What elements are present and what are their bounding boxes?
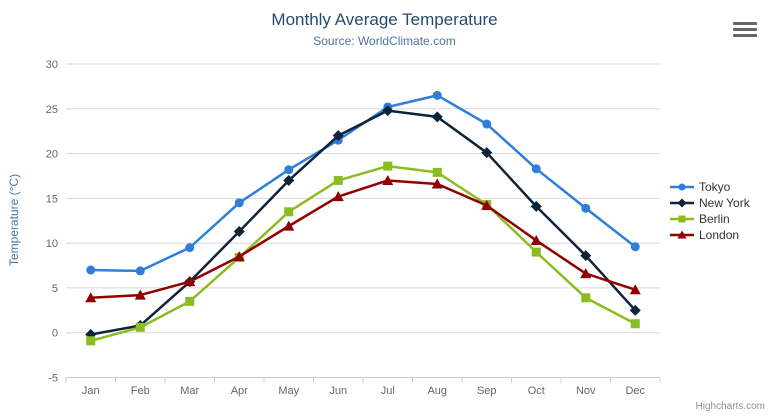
series-line-new-york[interactable]	[89, 109, 637, 336]
data-point-tokyo-oct[interactable]	[531, 164, 541, 174]
data-point-new-york-dec[interactable]	[629, 304, 641, 316]
hamburger-bar	[733, 28, 757, 31]
data-point-tokyo-jan[interactable]	[86, 265, 96, 275]
x-axis-label: Aug	[427, 385, 447, 397]
data-point-tokyo-mar[interactable]	[185, 243, 195, 253]
data-point-london-may[interactable]	[283, 220, 295, 231]
data-point-berlin-dec[interactable]	[630, 319, 640, 329]
x-axis-label: Jan	[82, 385, 100, 397]
y-axis-label: 25	[46, 104, 58, 116]
data-point-tokyo-nov[interactable]	[581, 203, 591, 213]
legend-symbol-square-icon	[670, 215, 694, 223]
legend-item-new-york[interactable]: New York	[670, 195, 750, 211]
legend-label: Berlin	[699, 212, 730, 226]
credits-link[interactable]: Highcharts.com	[695, 401, 765, 412]
legend-marker	[677, 198, 687, 208]
x-axis-label: Oct	[528, 385, 545, 397]
legend-label: London	[699, 228, 740, 242]
legend-item-tokyo[interactable]: Tokyo	[670, 179, 750, 195]
hamburger-icon[interactable]	[733, 21, 757, 38]
legend-symbol-circle-icon	[670, 183, 694, 191]
legend-label: Tokyo	[699, 180, 731, 194]
data-point-london-feb[interactable]	[134, 289, 146, 300]
data-point-new-york-jul[interactable]	[382, 105, 394, 117]
legend-label: New York	[699, 196, 750, 210]
data-point-berlin-oct[interactable]	[531, 247, 541, 257]
data-point-new-york-nov[interactable]	[580, 250, 592, 262]
data-point-new-york-jun[interactable]	[332, 130, 344, 142]
legend-item-london[interactable]: London	[670, 227, 750, 243]
legend-marker	[678, 215, 686, 223]
x-axis-label: Jun	[329, 385, 347, 397]
legend: Tokyo New York Berlin London	[670, 179, 750, 243]
data-point-london-apr[interactable]	[233, 251, 245, 262]
data-point-london-dec[interactable]	[629, 284, 641, 295]
y-axis-label: -5	[48, 373, 58, 385]
data-point-berlin-jun[interactable]	[333, 175, 343, 185]
data-point-new-york-aug[interactable]	[431, 111, 443, 123]
data-point-berlin-aug[interactable]	[432, 167, 442, 177]
data-point-london-oct[interactable]	[530, 234, 542, 245]
data-point-london-jul[interactable]	[382, 174, 394, 185]
chart-subtitle: Source: WorldClimate.com	[313, 34, 456, 48]
x-axis-label: May	[278, 385, 299, 397]
y-axis-label: 0	[52, 328, 58, 340]
y-axis-label: 30	[46, 59, 58, 71]
chart-title: Monthly Average Temperature	[271, 10, 498, 29]
data-point-tokyo-may[interactable]	[284, 165, 294, 175]
legend-marker	[678, 183, 686, 191]
data-point-berlin-jan[interactable]	[86, 336, 96, 346]
series-line-london[interactable]	[89, 179, 637, 300]
x-axis-label: Sep	[477, 385, 497, 397]
y-axis-label: 10	[46, 238, 58, 250]
hamburger-bar	[733, 22, 757, 25]
data-point-berlin-nov[interactable]	[581, 293, 591, 303]
legend-symbol-triangle-icon	[670, 230, 694, 239]
legend-marker	[677, 230, 687, 239]
data-point-berlin-jul[interactable]	[383, 161, 393, 171]
data-point-tokyo-feb[interactable]	[135, 266, 145, 276]
x-axis-label: Feb	[131, 385, 150, 397]
y-axis-label: 5	[52, 283, 58, 295]
x-axis-label: Dec	[625, 385, 645, 397]
data-point-london-mar[interactable]	[184, 276, 196, 287]
data-point-london-nov[interactable]	[580, 268, 592, 279]
y-axis-label: 20	[46, 149, 58, 161]
data-point-new-york-may[interactable]	[283, 174, 295, 186]
data-point-new-york-sep[interactable]	[481, 147, 493, 159]
data-point-berlin-mar[interactable]	[185, 296, 195, 306]
data-point-tokyo-sep[interactable]	[482, 119, 492, 129]
legend-symbol-diamond-icon	[670, 198, 694, 208]
data-point-berlin-may[interactable]	[284, 207, 294, 217]
data-point-tokyo-apr[interactable]	[234, 198, 244, 208]
x-axis-label: Apr	[231, 385, 248, 397]
x-axis-label: Jul	[381, 385, 395, 397]
legend-item-berlin[interactable]: Berlin	[670, 211, 750, 227]
data-point-london-jun[interactable]	[332, 191, 344, 202]
x-axis-label: Mar	[180, 385, 199, 397]
series-line-tokyo[interactable]	[89, 94, 637, 273]
data-point-london-sep[interactable]	[481, 200, 493, 211]
y-axis-label: 15	[46, 193, 58, 205]
data-point-new-york-apr[interactable]	[233, 225, 245, 237]
data-point-berlin-feb[interactable]	[135, 322, 145, 332]
y-axis-title: Temperature (°C)	[7, 174, 21, 266]
series-line-berlin[interactable]	[89, 164, 637, 343]
data-point-tokyo-dec[interactable]	[630, 242, 640, 252]
data-point-london-aug[interactable]	[431, 178, 443, 189]
data-point-new-york-oct[interactable]	[530, 200, 542, 212]
hamburger-bar	[733, 34, 757, 37]
x-axis-label: Nov	[576, 385, 596, 397]
data-point-london-jan[interactable]	[85, 292, 97, 303]
data-point-tokyo-aug[interactable]	[432, 90, 442, 100]
